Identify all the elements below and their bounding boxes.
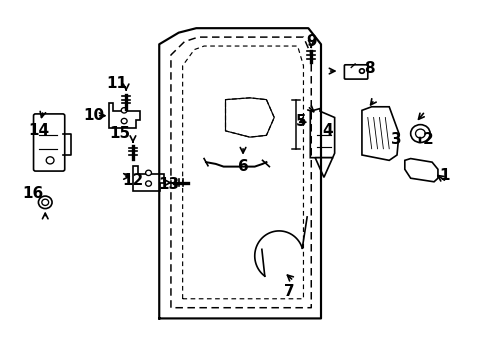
Circle shape [42,199,49,206]
Text: 7: 7 [284,284,294,299]
Polygon shape [133,166,164,191]
Text: 1: 1 [440,168,450,183]
Circle shape [411,125,430,143]
Polygon shape [315,158,333,177]
Text: 10: 10 [83,108,104,123]
Text: 13: 13 [158,177,179,192]
Circle shape [121,108,127,113]
Text: 9: 9 [306,34,317,49]
Circle shape [146,181,151,186]
Circle shape [38,196,52,208]
Text: 3: 3 [391,132,401,147]
FancyBboxPatch shape [33,114,65,171]
Text: 11: 11 [106,76,127,91]
Circle shape [121,118,127,124]
Text: 6: 6 [238,159,248,174]
Polygon shape [310,109,335,158]
FancyBboxPatch shape [344,65,368,79]
Circle shape [46,157,54,164]
Text: 14: 14 [28,123,49,138]
Circle shape [146,170,151,176]
Circle shape [360,69,365,73]
Circle shape [416,129,425,138]
Text: 2: 2 [423,132,434,147]
Polygon shape [405,158,438,182]
Text: 15: 15 [110,126,131,141]
Text: 16: 16 [22,186,43,201]
Polygon shape [225,98,274,137]
Text: 8: 8 [365,61,375,76]
Text: 5: 5 [296,114,307,130]
Polygon shape [109,103,140,128]
Polygon shape [362,107,399,160]
Text: 4: 4 [322,123,333,138]
Text: 12: 12 [122,172,144,188]
